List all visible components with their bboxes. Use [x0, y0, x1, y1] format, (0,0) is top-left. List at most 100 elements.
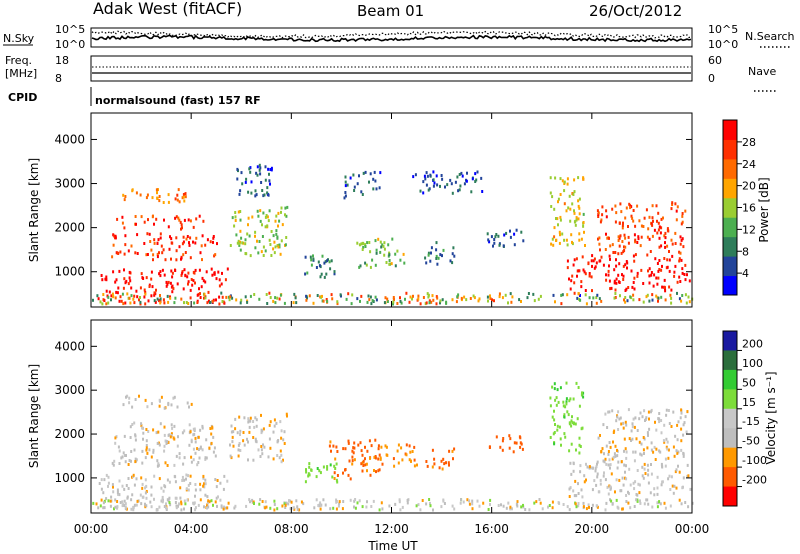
- velocity-cell: [575, 505, 578, 509]
- velocity-colorbar-label: Velocity [m s⁻¹]: [764, 371, 778, 464]
- power-cell: [126, 292, 129, 296]
- velocity-cell: [219, 481, 222, 485]
- velocity-cell: [208, 446, 211, 450]
- power-cell: [681, 271, 684, 275]
- power-cell: [463, 182, 466, 186]
- power-cell: [668, 250, 670, 253]
- velocity-cell: [533, 501, 536, 505]
- velocity-cell: [164, 439, 167, 443]
- power-cell: [249, 294, 252, 298]
- power-cell: [124, 195, 127, 198]
- power-cell: [651, 298, 654, 302]
- power-cell: [112, 295, 115, 299]
- velocity-cell: [163, 505, 166, 508]
- velocity-cell: [406, 499, 409, 502]
- velocity-cell: [190, 455, 193, 459]
- velocity-cell: [380, 445, 383, 449]
- power-cell: [432, 170, 435, 174]
- velocity-cell: [110, 495, 113, 499]
- power-cell: [331, 297, 334, 301]
- velocity-cell: [650, 448, 653, 452]
- velocity-cell: [634, 416, 637, 420]
- power-cell: [596, 293, 599, 297]
- velocity-cell: [267, 455, 270, 459]
- power-cell: [687, 295, 690, 299]
- velocity-cell: [133, 421, 136, 425]
- power-cell: [374, 295, 377, 299]
- power-cell: [435, 241, 438, 245]
- power-cell: [204, 296, 207, 300]
- velocity-cell: [568, 421, 571, 425]
- velocity-cell: [606, 426, 609, 429]
- velocity-cell: [591, 466, 594, 470]
- power-cell: [379, 250, 382, 254]
- velocity-cell: [138, 394, 140, 398]
- power-cell: [660, 268, 663, 272]
- velocity-cell: [627, 490, 629, 494]
- power-cell: [166, 294, 169, 298]
- velocity-cell: [353, 505, 355, 509]
- freq-unit: [MHz]: [5, 67, 37, 80]
- velocity-cell: [185, 487, 188, 491]
- velocity-cell: [413, 445, 416, 449]
- velocity-cell: [257, 448, 260, 452]
- velocity-cell: [659, 450, 662, 454]
- velocity-cell: [676, 451, 679, 455]
- power-cell: [195, 217, 198, 221]
- power-cell: [186, 275, 189, 279]
- velocity-cell: [180, 508, 183, 512]
- power-cell: [614, 296, 617, 299]
- power-cell: [249, 170, 252, 174]
- x-tick-label: 08:00: [274, 522, 309, 536]
- power-cell: [183, 268, 186, 272]
- velocity-cell: [555, 403, 558, 407]
- power-cell: [598, 297, 601, 301]
- velocity-cell: [260, 445, 263, 448]
- velocity-cell: [604, 478, 607, 482]
- power-cell: [193, 301, 196, 305]
- power-cell: [651, 293, 654, 297]
- velocity-cell: [602, 459, 605, 463]
- power-cell: [649, 250, 652, 253]
- power-cell: [336, 300, 339, 304]
- velocity-cell: [553, 418, 556, 422]
- velocity-cell: [205, 456, 208, 460]
- velocity-cell: [295, 499, 298, 503]
- power-cell: [183, 301, 185, 305]
- power-cell: [194, 281, 196, 285]
- power-cell: [113, 234, 116, 238]
- power-cell: [136, 252, 139, 255]
- power-cell: [557, 200, 559, 204]
- power-cell: [597, 237, 599, 241]
- velocity-colorbar: [723, 331, 737, 507]
- power-cell: [190, 278, 193, 281]
- power-cell: [634, 224, 637, 228]
- power-cell: [532, 292, 535, 296]
- velocity-cell: [157, 441, 160, 445]
- velocity-cell: [199, 498, 202, 502]
- power-colorbar-tick-label: 4: [742, 267, 749, 280]
- power-cell: [674, 202, 677, 206]
- velocity-cell: [641, 465, 644, 469]
- power-cell: [309, 255, 312, 259]
- velocity-cell: [657, 417, 660, 421]
- power-cell: [622, 264, 625, 268]
- velocity-cell: [210, 499, 213, 503]
- power-cell: [312, 301, 315, 305]
- power-cell: [248, 167, 251, 171]
- power-cell: [563, 238, 566, 242]
- velocity-cell: [217, 495, 219, 499]
- power-cell: [259, 209, 262, 213]
- velocity-cell: [208, 500, 211, 504]
- power-cell: [175, 258, 178, 262]
- power-cell: [459, 184, 462, 188]
- velocity-cell: [215, 485, 218, 489]
- velocity-cell: [554, 423, 556, 426]
- velocity-cell: [620, 460, 623, 464]
- power-cell: [375, 251, 378, 255]
- power-cell: [571, 274, 574, 278]
- velocity-cell: [624, 447, 627, 451]
- power-cell: [662, 216, 664, 220]
- power-cell: [601, 213, 604, 217]
- power-cell: [561, 179, 564, 183]
